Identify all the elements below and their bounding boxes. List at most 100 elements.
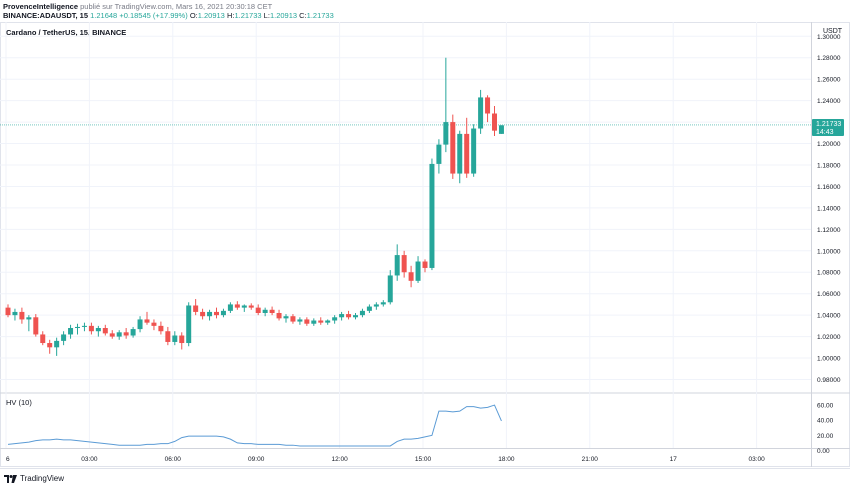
candle[interactable] [81,322,87,332]
candle[interactable] [276,309,282,321]
high-value: 1.21733 [234,11,262,20]
publish-info: ProvenceIntelligence publié sur TradingV… [3,2,272,11]
current-price-label: 1.21733 [816,121,841,128]
candle[interactable] [19,307,25,324]
candle[interactable] [186,302,192,347]
candle[interactable] [290,314,296,324]
candle[interactable] [26,315,32,332]
candle[interactable] [415,256,421,283]
candle[interactable] [492,106,497,137]
candle[interactable] [297,317,303,325]
candle[interactable] [207,309,213,321]
chart-frame[interactable]: Cardano / TetherUS, 15, BINANCE USDT HV … [0,22,850,467]
candle-body [401,255,407,273]
candle[interactable] [443,57,449,153]
candle[interactable] [394,244,400,281]
candle[interactable] [269,306,275,316]
candle[interactable] [464,117,470,178]
candle[interactable] [200,308,206,320]
candle[interactable] [227,302,233,313]
author-name[interactable]: ProvenceIntelligence [3,2,79,11]
candle[interactable] [422,259,428,273]
candle[interactable] [401,250,407,278]
candle[interactable] [366,304,372,313]
candle[interactable] [47,339,53,354]
candle[interactable] [380,300,386,307]
candle[interactable] [179,332,185,350]
candle-body [304,319,310,324]
price-tick-label: 1.26000 [817,77,841,84]
candle[interactable] [165,326,171,346]
tradingview-logo-icon[interactable] [4,474,18,484]
candle[interactable] [12,308,18,321]
candle[interactable] [234,301,240,310]
candle[interactable] [158,321,164,335]
candle[interactable] [429,158,435,271]
candle[interactable] [339,311,345,321]
candle[interactable] [102,324,108,336]
candle[interactable] [255,304,261,316]
candle[interactable] [471,124,477,177]
footer-brand[interactable]: TradingView [20,474,65,483]
candle[interactable] [332,315,338,324]
candle[interactable] [88,322,94,335]
candle[interactable] [144,311,150,325]
chart-canvas[interactable]: Cardano / TetherUS, 15, BINANCE USDT HV … [0,22,850,467]
candle[interactable] [151,319,157,331]
candle[interactable] [193,299,199,316]
candle[interactable] [109,330,115,339]
candle-body [61,334,67,341]
candles-layer[interactable] [5,57,504,356]
candle[interactable] [137,316,143,333]
candle[interactable] [75,323,80,335]
candle-body [464,133,470,174]
candle[interactable] [5,304,11,318]
candle[interactable] [241,304,247,312]
price-tick-label: 1.12000 [817,227,841,234]
candle[interactable] [373,302,379,310]
candle[interactable] [116,330,122,340]
price-axis[interactable]: 1.300001.280001.260001.240001.220001.200… [817,34,841,384]
candle[interactable] [61,331,67,346]
candle[interactable] [54,337,60,356]
candle[interactable] [123,328,129,339]
candle[interactable] [498,125,504,134]
hv-axis[interactable]: 60.00 40.00 20.00 0.00 [817,403,834,455]
candle[interactable] [346,310,352,320]
candle[interactable] [387,270,393,305]
candle[interactable] [353,312,358,320]
candle[interactable] [248,303,254,310]
time-axis[interactable]: 6 03:00 06:00 09:00 12:00 15:00 18:00 21:00 17 03… [6,456,765,463]
candle[interactable] [214,307,219,319]
candle[interactable] [457,130,463,184]
price-tick-label: 0.98000 [817,377,841,384]
candle[interactable] [318,317,324,325]
candle[interactable] [95,325,101,337]
close-value: 1.21733 [306,11,334,20]
candle[interactable] [68,324,74,339]
candle[interactable] [304,317,310,326]
candle[interactable] [408,265,414,288]
candle[interactable] [311,318,317,326]
candle[interactable] [172,331,178,346]
low-label: L: [263,11,270,20]
candle[interactable] [33,314,39,337]
candle[interactable] [325,319,331,325]
candle[interactable] [40,331,46,346]
candle[interactable] [130,326,136,338]
candle-body [269,309,275,313]
candle-body [478,97,484,129]
candle[interactable] [283,314,289,323]
candle[interactable] [478,89,484,134]
candle[interactable] [262,307,268,317]
candle-body [311,320,317,324]
candle[interactable] [220,308,226,318]
candle[interactable] [359,308,365,318]
candle[interactable] [436,139,442,174]
candle[interactable] [485,95,491,123]
candle-body [283,316,289,319]
candle-body [387,275,393,303]
hv-indicator-title: HV (10) [6,398,32,407]
candle-body [5,307,11,316]
candle[interactable] [450,114,456,179]
